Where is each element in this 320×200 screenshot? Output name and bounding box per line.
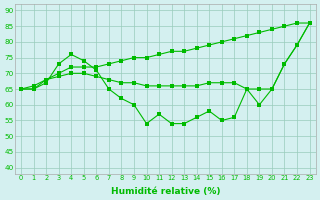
X-axis label: Humidité relative (%): Humidité relative (%) — [111, 187, 220, 196]
